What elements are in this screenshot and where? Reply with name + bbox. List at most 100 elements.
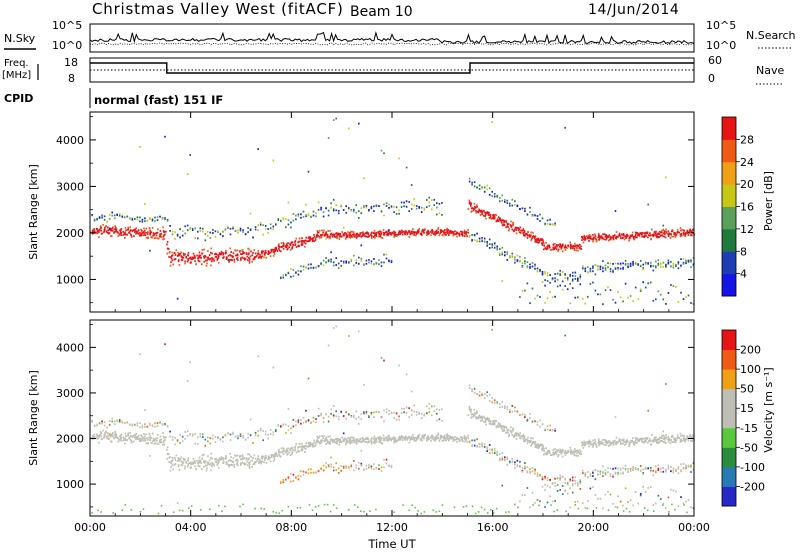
power-cell [584,238,587,240]
velocity-cell [331,441,334,444]
velocity-cell [355,440,357,442]
power-cell [485,217,487,220]
velocity-cell [440,435,443,437]
velocity-cell [402,436,404,439]
velocity-cell [174,436,176,439]
velocity-cell [406,437,409,440]
velocity-cell [454,439,456,441]
power-cell [353,254,355,257]
power-cell [511,228,514,231]
velocity-cell [449,435,451,438]
colorbar-swatch [722,349,736,370]
velocity-cell [428,438,430,440]
power-cell [531,237,533,240]
velocity-cell [325,436,327,439]
power-cell [91,229,94,232]
power-cell [499,248,501,250]
power-cell [470,205,472,207]
velocity-cell [395,439,398,442]
velocity-cell [476,393,478,395]
power-cell [602,233,604,236]
velocity-cell [250,455,252,458]
power-cell [548,246,551,248]
velocity-cell [265,455,267,457]
velocity-cell [219,438,222,441]
velocity-cell [246,464,249,467]
velocity-cell [126,421,129,424]
velocity-cell [674,508,676,511]
power-cell [280,276,282,279]
velocity-cell [679,439,682,441]
power-cell [610,236,613,239]
power-cell [546,222,549,225]
power-cell [524,210,526,212]
power-cell [285,244,288,247]
velocity-cell [561,485,564,487]
power-cell [388,207,390,209]
velocity-cell [351,441,353,444]
power-cell [314,239,317,242]
velocity-cell [320,442,323,444]
velocity-cell [300,445,302,448]
velocity-cell [660,470,662,473]
velocity-cell [135,438,137,441]
velocity-cell [184,465,186,468]
velocity-cell [319,442,321,445]
velocity-cell [378,441,380,443]
power-cell [642,263,644,266]
velocity-cell [214,441,217,444]
velocity-cell [564,454,567,456]
velocity-cell [438,409,441,411]
power-cell [249,255,252,258]
velocity-cell [546,425,549,428]
power-cell [647,203,649,206]
power-cell [592,270,594,273]
velocity-cell [607,440,609,443]
velocity-cell [552,449,555,452]
velocity-cell [542,445,544,448]
power-cell [655,260,657,263]
velocity-cell [672,441,675,443]
velocity-cell [203,465,205,468]
velocity-cell [535,446,538,449]
velocity-cell [164,436,166,439]
power-cell [190,256,192,259]
power-cell [345,205,347,208]
power-cell [620,237,622,240]
velocity-cell [137,436,139,438]
velocity-cell [408,441,411,444]
power-cell [471,181,473,184]
velocity-cell [622,510,625,512]
velocity-cell [598,443,601,446]
power-cell [365,205,368,207]
power-cell [643,236,646,238]
velocity-cell [486,394,488,397]
velocity-cell [619,467,622,470]
power-cell [323,229,325,232]
power-cell [479,214,482,216]
power-cell [524,257,526,259]
velocity-cell [265,462,268,464]
power-cell [274,248,277,250]
power-cell [536,270,539,273]
velocity-cell [152,437,155,440]
velocity-cell [205,460,207,463]
power-cell [96,218,98,221]
velocity-cell [570,452,572,455]
velocity-cell [648,439,650,442]
velocity-cell [335,469,337,471]
velocity-cell [97,509,99,512]
power-cell [217,254,219,256]
velocity-cell [506,458,509,461]
velocity-cell [501,452,504,454]
power-cell [519,260,521,262]
velocity-cell [603,438,606,441]
power-cell [603,238,605,241]
velocity-cell [544,475,546,478]
velocity-cell [440,436,442,439]
velocity-cell [390,464,393,467]
power-cell [638,233,641,236]
velocity-cell [353,469,355,472]
power-cell [364,235,366,237]
